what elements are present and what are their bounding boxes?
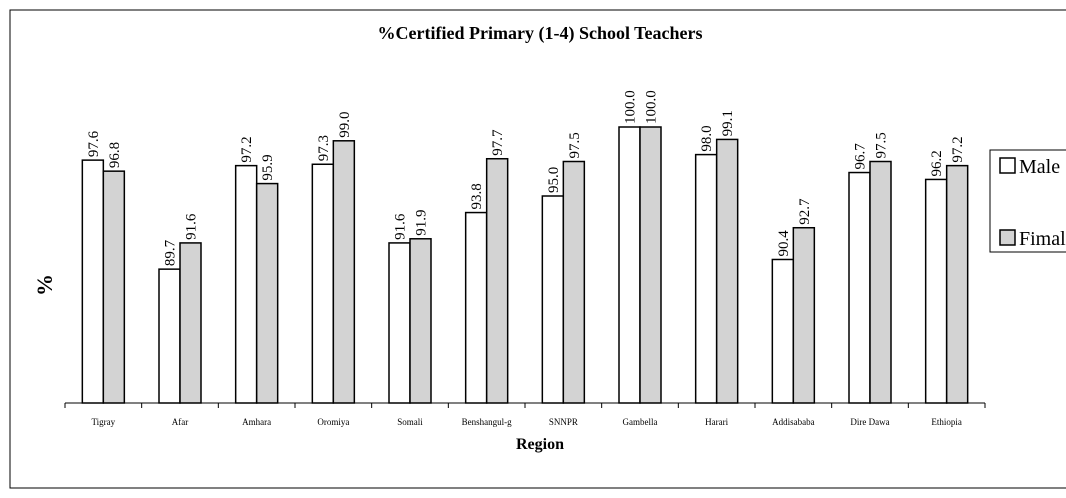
- data-label: 96.8: [107, 142, 123, 168]
- legend-label: Fimale: [1019, 228, 1066, 250]
- x-tick-label: Afar: [172, 417, 189, 427]
- data-label: 92.7: [797, 198, 813, 225]
- data-label: 97.5: [567, 132, 583, 158]
- data-label: 97.3: [316, 135, 332, 161]
- bar: [715, 138, 739, 404]
- bar: [694, 153, 718, 404]
- x-tick-label: Harari: [705, 417, 728, 427]
- bar: [388, 242, 411, 404]
- data-label: 91.6: [184, 213, 200, 240]
- data-label: 99.0: [337, 112, 353, 138]
- x-tick-label: Benshangul-g: [462, 417, 512, 427]
- data-label: 95.9: [260, 154, 276, 180]
- legend-label: Male: [1019, 156, 1060, 178]
- x-tick-label: Amhara: [242, 417, 271, 427]
- y-axis-label: %: [32, 274, 57, 296]
- chart-border: [9, 9, 1066, 489]
- bar: [332, 140, 356, 404]
- x-tick-label: Somali: [397, 417, 423, 427]
- bar: [255, 182, 279, 404]
- data-label: 97.2: [950, 136, 966, 162]
- data-label: 98.0: [699, 125, 715, 151]
- chart-title: %Certified Primary (1-4) School Teachers: [378, 23, 703, 44]
- data-label: 89.7: [163, 239, 179, 266]
- bar: [409, 238, 432, 404]
- data-label: 91.9: [414, 210, 430, 236]
- data-label: 99.1: [720, 110, 736, 136]
- x-tick-label: Gambella: [623, 417, 658, 427]
- data-label: 97.5: [874, 132, 890, 158]
- data-label: 90.4: [776, 230, 792, 257]
- bar: [464, 211, 488, 404]
- bar: [102, 170, 126, 404]
- bar: [945, 164, 969, 404]
- bar: [179, 242, 202, 404]
- data-label: 93.8: [469, 183, 485, 209]
- data-label: 97.6: [86, 130, 102, 157]
- bar: [869, 160, 892, 404]
- data-label: 95.0: [546, 167, 562, 193]
- x-tick-label: Addisababa: [772, 417, 815, 427]
- data-label: 97.2: [239, 136, 255, 162]
- x-tick-label: Dire Dawa: [850, 417, 889, 427]
- bar: [234, 164, 258, 404]
- x-tick-label: Oromiya: [317, 417, 349, 427]
- data-label: 97.7: [490, 129, 506, 156]
- bar: [311, 163, 335, 404]
- legend-swatch: [999, 157, 1016, 174]
- bar: [924, 178, 948, 404]
- bar: [618, 126, 641, 404]
- legend-swatch: [999, 229, 1016, 246]
- x-tick-label: Tigray: [91, 417, 115, 427]
- bar: [158, 268, 181, 404]
- bar: [771, 258, 795, 404]
- x-tick-label: Ethiopia: [931, 417, 962, 427]
- data-label: 96.7: [853, 143, 869, 170]
- bar: [541, 195, 565, 404]
- bar: [639, 126, 662, 404]
- bar: [81, 159, 105, 404]
- bar: [562, 160, 586, 404]
- data-label: 100.0: [623, 90, 639, 124]
- data-label: 91.6: [393, 213, 409, 240]
- x-axis-label: Region: [516, 436, 564, 453]
- x-tick-label: SNNPR: [549, 417, 578, 427]
- data-label: 100.0: [644, 90, 660, 124]
- bar: [485, 157, 509, 404]
- bar: [848, 171, 871, 404]
- data-label: 96.2: [929, 150, 945, 176]
- bar: [792, 226, 816, 404]
